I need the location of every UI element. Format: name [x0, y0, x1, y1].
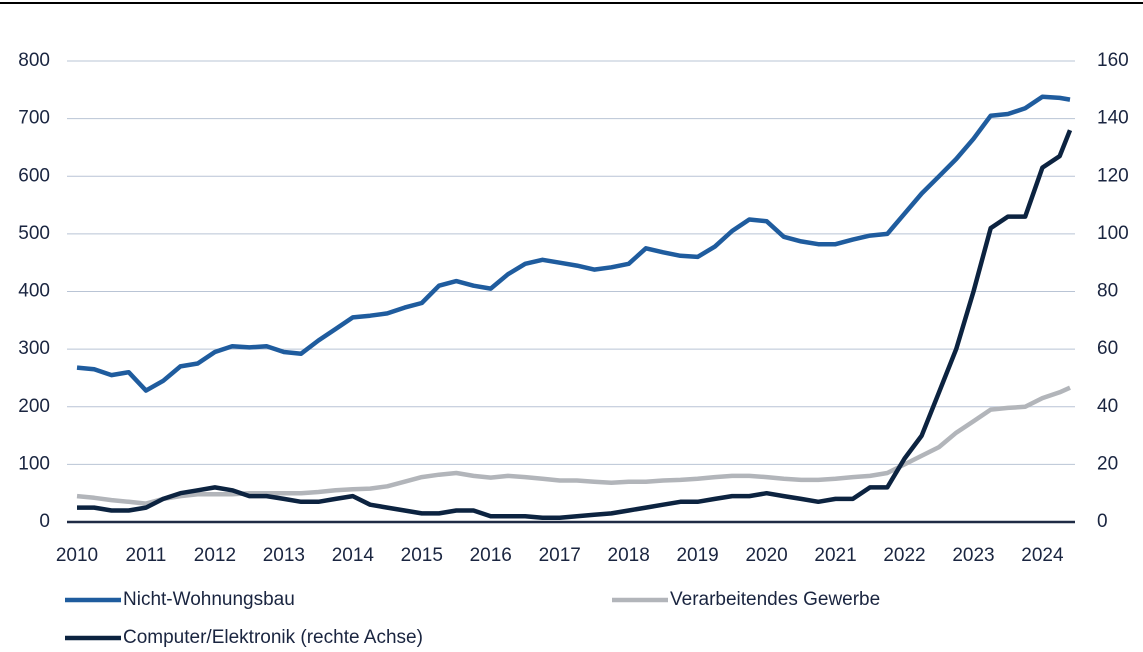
- x-tick-label: 2011: [126, 545, 167, 566]
- y2-tick-label: 40: [1097, 396, 1118, 417]
- y-tick-label: 300: [18, 338, 50, 359]
- x-tick-label: 2017: [539, 545, 581, 566]
- y-tick-label: 200: [18, 396, 50, 417]
- x-tick-label: 2020: [745, 545, 787, 566]
- series-line: [76, 385, 1071, 506]
- y2-tick-label: 0: [1097, 511, 1108, 532]
- x-tick-label: 2010: [56, 545, 98, 566]
- y2-tick-label: 120: [1097, 165, 1129, 186]
- y2-tick-label: 20: [1097, 453, 1118, 474]
- x-tick-label: 2021: [814, 545, 856, 566]
- y-tick-label: 0: [39, 511, 50, 532]
- series-line: [77, 129, 1073, 520]
- series-line: [76, 94, 1071, 393]
- y-tick-label: 800: [18, 50, 50, 71]
- x-tick-label: 2015: [401, 545, 443, 566]
- legend-label: Verarbeitendes Gewerbe: [670, 589, 880, 610]
- x-tick-label: 2013: [263, 545, 305, 566]
- y2-tick-label: 60: [1097, 338, 1118, 359]
- x-tick-label: 2022: [883, 545, 925, 566]
- x-tick-label: 2024: [1021, 545, 1064, 566]
- y-tick-label: 100: [18, 453, 50, 474]
- x-tick-label: 2019: [676, 545, 718, 566]
- x-tick-label: 2012: [194, 545, 236, 566]
- y2-tick-label: 140: [1097, 108, 1129, 129]
- y-tick-label: 600: [18, 165, 50, 186]
- y2-tick-label: 160: [1097, 50, 1129, 71]
- x-tick-label: 2014: [332, 545, 375, 566]
- x-tick-label: 2023: [952, 545, 994, 566]
- x-tick-label: 2016: [470, 545, 512, 566]
- legend-label: Computer/Elektronik (rechte Achse): [123, 627, 423, 648]
- y-tick-label: 700: [18, 108, 50, 129]
- y2-tick-label: 80: [1097, 281, 1118, 302]
- y-tick-label: 500: [18, 223, 50, 244]
- y-tick-label: 400: [18, 281, 50, 302]
- x-tick-label: 2018: [608, 545, 650, 566]
- legend-label: Nicht-Wohnungsbau: [123, 589, 295, 610]
- y2-tick-label: 100: [1097, 223, 1129, 244]
